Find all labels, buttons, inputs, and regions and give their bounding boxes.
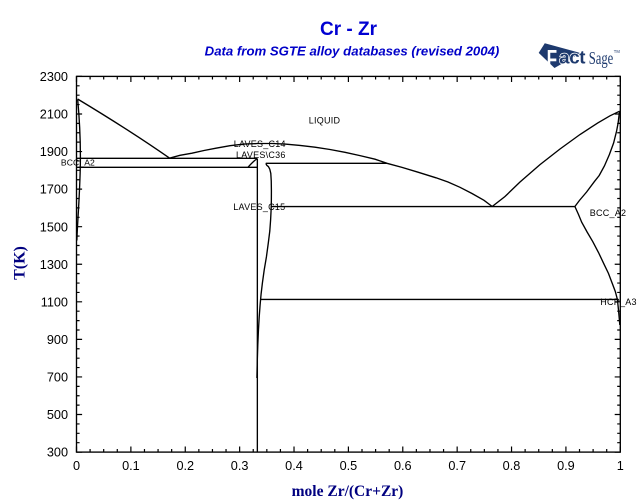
svg-text:500: 500 [47, 408, 68, 422]
svg-text:0.4: 0.4 [285, 459, 303, 473]
svg-text:0.1: 0.1 [122, 459, 140, 473]
svg-text:2300: 2300 [40, 70, 68, 84]
svg-text:0: 0 [73, 459, 80, 473]
svg-text:Data from SGTE alloy databases: Data from SGTE alloy databases (revised … [205, 43, 500, 58]
svg-text:0.5: 0.5 [340, 459, 358, 473]
svg-text:0.6: 0.6 [394, 459, 412, 473]
svg-text:Sage: Sage [589, 48, 614, 68]
svg-text:0.3: 0.3 [231, 459, 249, 473]
svg-text:1300: 1300 [40, 258, 68, 272]
svg-text:1: 1 [617, 459, 624, 473]
svg-text:F: F [547, 46, 558, 74]
svg-text:mole Zr/(Cr+Zr): mole Zr/(Cr+Zr) [292, 483, 404, 500]
svg-text:TM: TM [614, 49, 621, 54]
svg-text:1500: 1500 [40, 220, 68, 234]
svg-text:0.2: 0.2 [176, 459, 194, 473]
svg-text:0.9: 0.9 [557, 459, 575, 473]
svg-text:act: act [559, 48, 585, 68]
svg-text:900: 900 [47, 333, 68, 347]
svg-text:BCC_A2: BCC_A2 [61, 158, 95, 168]
svg-text:T(K): T(K) [12, 246, 29, 280]
svg-text:1100: 1100 [41, 295, 68, 309]
svg-text:0.7: 0.7 [448, 459, 466, 473]
svg-text:LAVES_C15: LAVES_C15 [233, 202, 285, 212]
svg-text:300: 300 [47, 446, 68, 460]
svg-text:1700: 1700 [40, 183, 68, 197]
svg-text:700: 700 [47, 371, 68, 385]
svg-text:1900: 1900 [40, 145, 68, 159]
svg-text:LAVES_C14: LAVES_C14 [234, 139, 286, 149]
svg-text:HCP_A3: HCP_A3 [600, 297, 637, 307]
svg-text:0.8: 0.8 [503, 459, 521, 473]
svg-text:2100: 2100 [40, 108, 68, 122]
svg-text:Cr - Zr: Cr - Zr [320, 19, 378, 40]
svg-text:BCC_A2: BCC_A2 [590, 208, 627, 218]
svg-text:LIQUID: LIQUID [309, 116, 341, 126]
svg-text:LAVES\C36: LAVES\C36 [236, 150, 286, 160]
